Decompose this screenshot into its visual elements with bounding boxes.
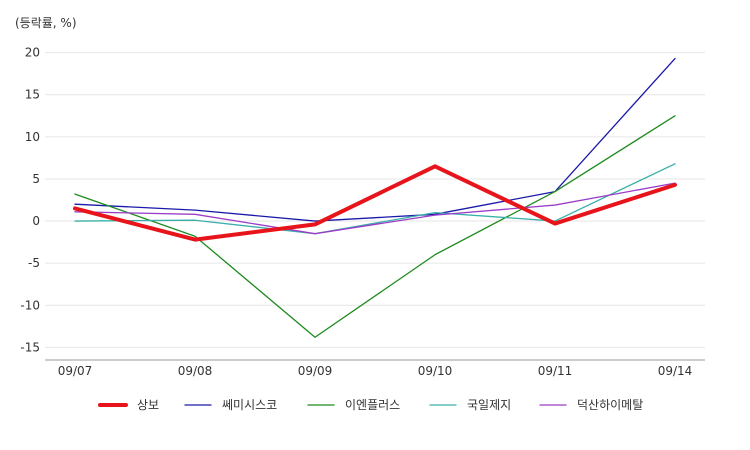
y-tick-label: -5 (28, 256, 40, 270)
legend-label: 상보 (137, 398, 159, 412)
y-tick-label: 15 (25, 88, 40, 102)
x-tick-label: 09/14 (658, 364, 693, 378)
axes: 20 15 10 5 0 -5 -10 -15 09/07 09/08 09/09 09/10 09/1… (20, 46, 705, 378)
series-line-2 (74, 57, 676, 222)
y-tick-label: 20 (25, 46, 40, 60)
y-axis-unit-label: (등락률, %) (15, 16, 77, 30)
x-tick-label: 09/09 (298, 364, 333, 378)
legend-label: 이엔플러스 (345, 398, 400, 412)
grid-lines (45, 52, 705, 348)
legend: 상보 쎄미시스코 이엔플러스 국일제지 덕산하이메탈 (98, 398, 643, 412)
y-tick-label: -10 (20, 298, 40, 312)
series-line-3 (74, 115, 676, 338)
series-line-4 (74, 163, 676, 235)
y-tick-label: -15 (20, 340, 40, 354)
y-tick-label: 10 (25, 130, 40, 144)
series-lines (73, 57, 677, 338)
y-tick-label: 0 (32, 214, 40, 228)
x-tick-label: 09/10 (418, 364, 453, 378)
x-tick-label: 09/07 (58, 364, 93, 378)
x-tick-label: 09/08 (178, 364, 213, 378)
legend-label: 덕산하이메탈 (577, 398, 643, 412)
y-tick-label: 5 (32, 172, 40, 186)
series-line-5 (74, 182, 676, 235)
legend-label: 쎄미시스코 (222, 398, 277, 412)
x-tick-label: 09/11 (538, 364, 573, 378)
series-line-1 (73, 164, 677, 242)
legend-label: 국일제지 (467, 398, 511, 412)
